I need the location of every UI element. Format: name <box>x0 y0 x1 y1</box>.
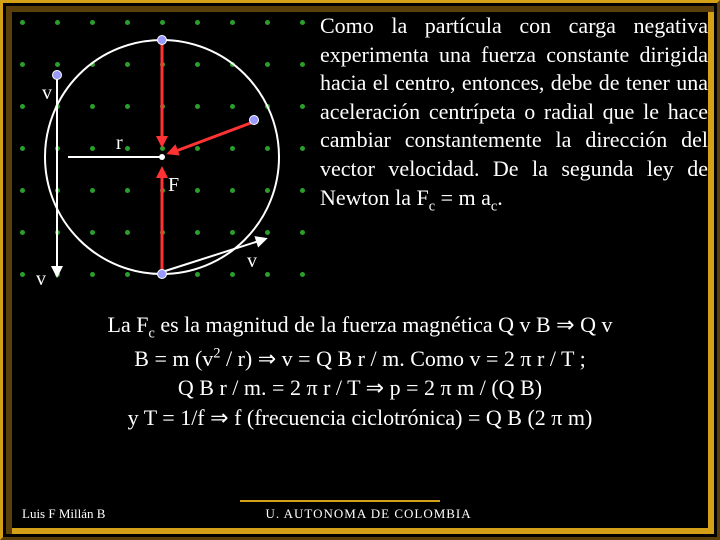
footer-divider <box>240 500 440 502</box>
formula-line-4: y T = 1/f ⇒ f (frecuencia ciclotrónica) … <box>20 403 700 433</box>
velocity-arrow-0-head <box>51 266 63 278</box>
field-dot <box>300 146 305 151</box>
radius-line <box>68 156 162 158</box>
pi-2: π <box>306 375 317 400</box>
paragraph-tail: = m a <box>435 185 491 210</box>
particle-3 <box>52 70 62 80</box>
field-dot <box>300 62 305 67</box>
field-dot <box>20 62 25 67</box>
field-dot <box>20 20 25 25</box>
explanation-paragraph: Como la partícula con carga negativa exp… <box>312 12 708 302</box>
force-label: F <box>168 174 179 197</box>
f2a: B = m (v <box>134 346 213 371</box>
implies-3: ⇒ <box>366 375 384 400</box>
implies-4: ⇒ <box>210 405 228 430</box>
field-dot <box>300 104 305 109</box>
f3d: m / (Q B) <box>452 375 542 400</box>
field-dot <box>55 20 60 25</box>
f3c: p = 2 <box>384 375 440 400</box>
pi-4: π <box>551 405 562 430</box>
f3a: Q B r / m. = 2 <box>178 375 307 400</box>
velocity-label-bottom: v <box>36 268 46 291</box>
field-dot <box>195 20 200 25</box>
particle-0 <box>157 35 167 45</box>
f3b: r / T <box>318 375 366 400</box>
force-arrow-0 <box>161 42 164 142</box>
field-dot <box>125 272 130 277</box>
velocity-label-1: v <box>247 250 257 273</box>
formula-line-3: Q B r / m. = 2 π r / T ⇒ p = 2 π m / (Q … <box>20 373 700 403</box>
field-dot <box>20 230 25 235</box>
pi-1: π <box>520 346 531 371</box>
f1c: Q v <box>575 312 613 337</box>
formula-block: La Fc es la magnitud de la fuerza magnét… <box>20 310 700 433</box>
r-label: r <box>116 132 123 155</box>
f2c: v = Q B r / m. Como v = 2 <box>276 346 520 371</box>
paragraph-text: Como la partícula con carga negativa exp… <box>320 13 708 210</box>
center-dot <box>159 154 165 160</box>
field-dot <box>20 104 25 109</box>
field-dot <box>160 20 165 25</box>
field-dot <box>55 62 60 67</box>
f2b: / r) <box>220 346 257 371</box>
field-dot <box>195 272 200 277</box>
force-arrow-0-head <box>156 136 168 148</box>
velocity-arrow-0 <box>56 77 58 272</box>
force-arrow-1-head <box>156 166 168 178</box>
diagram: v v r Fv <box>12 12 312 302</box>
particle-1 <box>157 269 167 279</box>
force-arrow-1 <box>161 172 164 274</box>
f2d: r / T ; <box>532 346 586 371</box>
field-dot <box>20 146 25 151</box>
field-dot <box>90 20 95 25</box>
field-dot <box>20 272 25 277</box>
field-dot <box>265 20 270 25</box>
implies-2: ⇒ <box>258 346 276 371</box>
f4a: y T = 1/f <box>128 405 211 430</box>
formula-line-2: B = m (v2 / r) ⇒ v = Q B r / m. Como v =… <box>20 344 700 374</box>
field-dot <box>300 272 305 277</box>
author-name: Luis F Millán B <box>22 506 105 522</box>
f4b: f (frecuencia ciclotrónica) = Q B (2 <box>229 405 552 430</box>
particle-2 <box>249 115 259 125</box>
institution-name: U. AUTONOMA DE COLOMBIA <box>265 506 471 522</box>
main-row: v v r Fv Como la partícula con carga negati… <box>12 12 708 302</box>
field-dot <box>125 20 130 25</box>
field-dot <box>265 272 270 277</box>
field-dot <box>300 188 305 193</box>
f1a: La F <box>108 312 149 337</box>
field-dot <box>20 188 25 193</box>
formula-line-1: La Fc es la magnitud de la fuerza magnét… <box>20 310 700 344</box>
implies-1: ⇒ <box>556 312 574 337</box>
field-dot <box>300 20 305 25</box>
field-dot <box>90 272 95 277</box>
paragraph-end: . <box>497 185 503 210</box>
f1b: es la magnitud de la fuerza magnética Q … <box>155 312 556 337</box>
field-dot <box>300 230 305 235</box>
pi-3: π <box>441 375 452 400</box>
field-dot <box>230 272 235 277</box>
velocity-label-0: v <box>42 82 52 105</box>
field-dot <box>230 20 235 25</box>
f4c: m) <box>562 405 592 430</box>
field-dot <box>265 62 270 67</box>
footer: Luis F Millán B U. AUTONOMA DE COLOMBIA <box>0 506 720 522</box>
